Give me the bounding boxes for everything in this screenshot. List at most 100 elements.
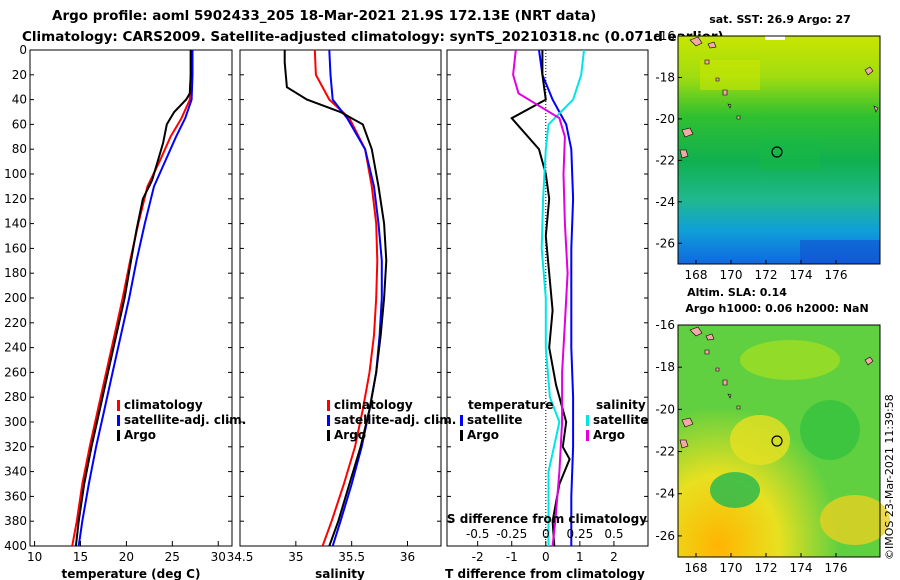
- series-line-climatology: [71, 50, 192, 546]
- x-tick-label: 35.5: [338, 550, 365, 564]
- difference-plot: [510, 50, 585, 546]
- imos-credit: ©IMOS 23-Mar-2021 11:39:58: [883, 394, 896, 560]
- x-tick-label: -2: [472, 550, 484, 564]
- sla-anomaly: [710, 472, 760, 508]
- x-tick-label: 36: [400, 550, 415, 564]
- x-tick-label: 0: [542, 550, 550, 564]
- series-line-salinity-satellite: [540, 50, 585, 546]
- legend-label-argo: Argo: [124, 428, 156, 442]
- legend-swatch-climatology: [117, 400, 120, 411]
- map-y-tick-label: -24: [655, 195, 675, 209]
- sst-map-ticks: 168 170 172 174 176 -16 -18 -20 -22 -24 -26: [655, 29, 847, 282]
- x-tick-label: 30: [211, 550, 226, 564]
- map-y-tick-label: -22: [655, 153, 675, 167]
- depth-tick-label: 120: [4, 192, 27, 206]
- x-tick-label: -1: [506, 550, 518, 564]
- depth-tick-label: 220: [4, 316, 27, 330]
- map-x-tick-label: 172: [755, 268, 778, 282]
- legend-label-satellite: satellite-adj. clim.: [124, 413, 246, 427]
- x-tick-label: 25: [165, 550, 180, 564]
- island-shapes: [679, 326, 874, 449]
- legend-label-satellite: satellite-adj. clim.: [334, 413, 456, 427]
- legend-label-climatology: climatology: [334, 398, 413, 412]
- depth-tick-label: 400: [4, 539, 27, 553]
- legend-label-t-satellite: satellite: [467, 413, 522, 427]
- depth-tick-label: 180: [4, 266, 27, 280]
- map-y-tick-label: -20: [655, 112, 675, 126]
- map-x-tick-label: 174: [790, 268, 813, 282]
- x-tick-label: 34.5: [227, 550, 254, 564]
- difference-xlabel: T difference from climatology: [445, 567, 645, 580]
- map-x-tick-label: 168: [685, 561, 708, 575]
- legend-swatch-satellite: [327, 415, 330, 426]
- sla-anomaly: [740, 340, 840, 380]
- series-line-temperature-satellite: [538, 50, 575, 546]
- sst-map: [677, 35, 881, 265]
- sla-anomaly: [800, 400, 860, 460]
- depth-tick-label: 320: [4, 440, 27, 454]
- depth-tick-label: 100: [4, 167, 27, 181]
- depth-axis: 0 20 40 60 80 100 120 140 160 180 200 220 240 260 280 3…: [4, 43, 27, 553]
- sla-map-frame: [677, 324, 881, 558]
- sst-map-frame: [677, 35, 881, 265]
- legend-swatch-climatology: [327, 400, 330, 411]
- map-y-tick-label: -24: [655, 487, 675, 501]
- series-line-climatology: [313, 50, 379, 546]
- legend-swatch-t-satellite: [460, 415, 463, 426]
- depth-tick-label: 340: [4, 465, 27, 479]
- temperature-legend: climatology satellite-adj. clim. Argo: [117, 398, 246, 442]
- salinity-xlabel: salinity: [315, 567, 365, 580]
- depth-tick-label: 380: [4, 514, 27, 528]
- depth-tick-label: 60: [12, 117, 27, 131]
- legend-swatch-argo: [117, 430, 120, 441]
- sla-map: [677, 324, 890, 558]
- legend-swatch-satellite: [117, 415, 120, 426]
- legend-swatch-s-satellite: [586, 415, 589, 426]
- depth-tick-label: 80: [12, 142, 27, 156]
- depth-tick-label: 160: [4, 241, 27, 255]
- x-top-tick-label: 0: [542, 527, 550, 541]
- argo-location-marker: [771, 435, 783, 447]
- depth-tick-label: 200: [4, 291, 27, 305]
- salinity-legend: climatology satellite-adj. clim. Argo: [327, 398, 456, 442]
- depth-tick-label: 140: [4, 217, 27, 231]
- legend-swatch-t-argo: [460, 430, 463, 441]
- legend-label-s-argo: Argo: [593, 428, 625, 442]
- map-x-tick-label: 174: [790, 561, 813, 575]
- legend-label-t-argo: Argo: [467, 428, 499, 442]
- map-y-tick-label: -26: [655, 236, 675, 250]
- map-y-tick-label: -18: [655, 360, 675, 374]
- depth-tick-label: 280: [4, 390, 27, 404]
- x-tick-label: 35: [288, 550, 303, 564]
- sla-anomaly: [730, 415, 790, 465]
- x-top-tick-label: -0.5: [466, 527, 489, 541]
- legend-label-climatology: climatology: [124, 398, 203, 412]
- title-line-2: Climatology: CARS2009. Satellite-adjuste…: [22, 29, 724, 45]
- depth-tick-label: 260: [4, 365, 27, 379]
- axis-ticks: 10 15 20 25 30 34.5 35 35.5 36 -2 -1 0 1 2 -0.5 -0.25 0 0…: [27, 49, 648, 564]
- sst-patch: [700, 60, 760, 90]
- legend-swatch-argo: [327, 430, 330, 441]
- depth-tick-label: 240: [4, 341, 27, 355]
- map-y-tick-label: -26: [655, 529, 675, 543]
- map-x-tick-label: 176: [825, 268, 848, 282]
- x-tick-label: 15: [73, 550, 88, 564]
- temperature-plot: [71, 50, 194, 546]
- sla-anomaly: [820, 495, 890, 545]
- series-line-argo: [283, 50, 388, 546]
- map-y-tick-label: -16: [655, 29, 675, 43]
- map-x-tick-label: 172: [755, 561, 778, 575]
- map-x-tick-label: 176: [825, 561, 848, 575]
- sla-map-ticks: 168 170 172 174 176 -16 -18 -20 -22 -24 -26: [655, 318, 847, 575]
- legend-title-salinity: salinity: [596, 398, 646, 412]
- map-x-tick-label: 168: [685, 268, 708, 282]
- depth-tick-label: 360: [4, 489, 27, 503]
- legend-label-s-satellite: satellite: [593, 413, 648, 427]
- series-line-salinity-argo: [512, 50, 569, 546]
- salinity-panel: [239, 49, 442, 547]
- map-x-tick-label: 170: [720, 268, 743, 282]
- map-y-tick-label: -18: [655, 70, 675, 84]
- legend-title-temperature: temperature: [468, 398, 553, 412]
- sst-patch: [760, 140, 820, 170]
